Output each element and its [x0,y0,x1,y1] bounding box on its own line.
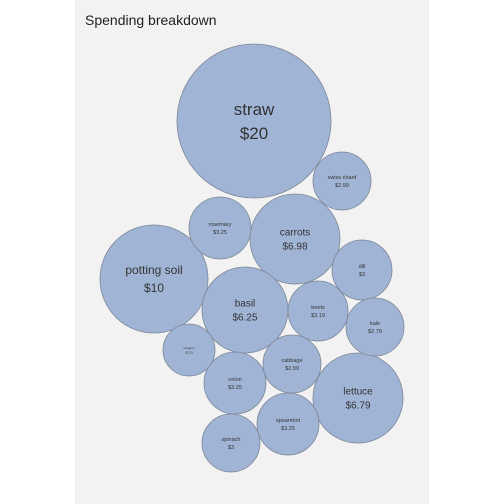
bubble-name-beets: beets [311,305,325,311]
bubble-value-rosemary: $3.25 [213,230,227,236]
bubble-straw: straw $20 [176,43,332,199]
bubble-name-spinach: spinach [222,437,241,443]
bubble-swiss-chard: swiss chard $2.99 [312,151,372,211]
bubble-circle-straw [176,43,332,199]
bubble-value-swiss-chard: $2.99 [335,183,349,189]
bubble-name-kale: kale [370,321,380,327]
bubble-value-potting-soil: $10 [144,281,164,295]
bubble-circle-oregano [162,323,216,377]
bubble-circle-lettuce [312,352,404,444]
bubble-name-basil: basil [235,299,256,310]
bubble-name-swiss-chard: swiss chard [328,175,357,181]
bubble-value-basil: $6.25 [232,313,257,324]
bubble-value-carrots: $6.98 [282,242,307,253]
bubble-circle-beets [287,280,349,342]
bubble-value-cabbage: $2.99 [285,366,299,372]
bubble-kale: kale $2.79 [345,297,405,357]
bubble-circle-spinach [201,413,261,473]
bubble-circle-cabbage [262,334,322,394]
bubble-value-straw: $20 [240,124,268,143]
bubble-dill: dill $3 [331,239,393,301]
bubble-value-oregano: $2.29 [185,350,193,354]
bubble-spearmint: spearmint $3.25 [256,392,320,456]
bubble-name-carrots: carrots [280,228,311,239]
bubble-onion: onion $3.25 [203,351,267,415]
bubble-value-beets: $3.19 [311,313,325,319]
bubble-circle-onion [203,351,267,415]
bubble-name-cabbage: cabbage [281,358,302,364]
bubble-beets: beets $3.19 [287,280,349,342]
bubble-oregano: oregano$2.29 [162,323,216,377]
bubble-spinach: spinach $3 [201,413,261,473]
bubble-circle-swiss-chard [312,151,372,211]
bubble-circle-spearmint [256,392,320,456]
bubble-name-straw: straw [234,100,275,119]
bubble-value-dill: $3 [359,272,365,278]
bubble-basil: basil $6.25 [201,266,289,354]
bubble-value-spearmint: $3.25 [281,426,295,432]
bubble-value-onion: $3.25 [228,385,242,391]
bubble-cabbage: cabbage $2.99 [262,334,322,394]
bubble-value-kale: $2.79 [368,329,382,335]
bubble-value-spinach: $3 [228,445,234,451]
bubble-name-potting-soil: potting soil [125,263,182,277]
bubble-potting-soil: potting soil $10 [99,224,209,334]
bubble-name-oregano: oregano [183,346,194,350]
bubble-name-spearmint: spearmint [276,418,301,424]
bubble-circle-potting-soil [99,224,209,334]
bubble-circle-rosemary [188,196,252,260]
bubble-circle-carrots [249,193,341,285]
bubble-name-lettuce: lettuce [343,387,373,398]
bubble-name-onion: onion [228,377,241,383]
bubble-circle-dill [331,239,393,301]
bubble-lettuce: lettuce $6.79 [312,352,404,444]
bubble-value-lettuce: $6.79 [345,401,370,412]
bubble-name-dill: dill [359,264,366,270]
bubble-circle-kale [345,297,405,357]
chart-title: Spending breakdown [85,12,217,28]
bubble-name-rosemary: rosemary [209,222,232,228]
bubble-carrots: carrots $6.98 [249,193,341,285]
bubble-rosemary: rosemary $3.25 [188,196,252,260]
